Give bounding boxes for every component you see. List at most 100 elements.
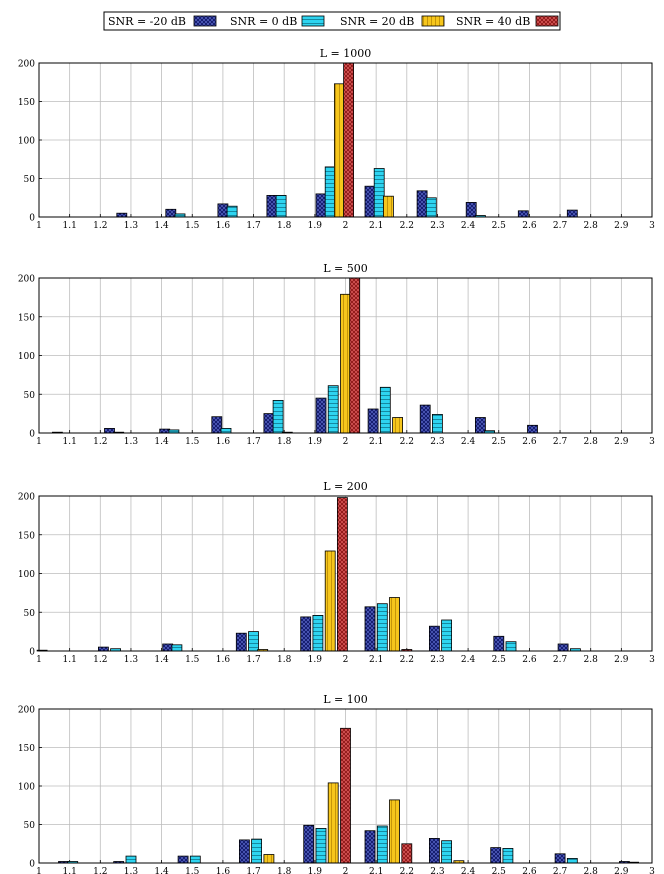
x-tick-label: 1.9 [308, 437, 323, 447]
x-tick-label: 2.4 [461, 867, 476, 874]
x-tick-label: 3 [649, 437, 655, 447]
bar [376, 825, 388, 864]
x-tick-label: 1.6 [216, 221, 231, 231]
x-tick-label: 1.1 [62, 655, 76, 665]
x-tick-label: 2.8 [584, 655, 599, 665]
x-tick-label: 1 [36, 221, 42, 231]
y-tick-label: 150 [18, 313, 35, 323]
x-tick-label: 1.5 [185, 437, 200, 447]
x-tick-label: 2.6 [522, 221, 537, 231]
plot-frame [38, 277, 653, 434]
bar [263, 413, 275, 434]
bar [428, 625, 440, 652]
x-tick-label: 2 [343, 437, 349, 447]
bar [327, 385, 339, 434]
bar [493, 635, 505, 652]
chart-title: L = 500 [323, 262, 368, 275]
bar [428, 838, 440, 864]
x-tick-label: 2.3 [430, 221, 445, 231]
bar [312, 615, 324, 652]
x-tick-label: 1.9 [308, 655, 323, 665]
x-tick-label: 3 [649, 655, 655, 665]
x-tick-label: 2.8 [584, 437, 599, 447]
bar [441, 619, 453, 652]
y-tick-label: 150 [18, 531, 35, 541]
x-tick-label: 2.5 [492, 655, 507, 665]
y-tick-label: 100 [18, 352, 35, 362]
x-tick-label: 2.1 [369, 867, 383, 874]
bar [340, 727, 351, 864]
chart-panel-1: L = 500 1 1.1 1.2 1.3 1.4 1.5 1.6 1.7 1.8 1.9 2 2.1 2… [18, 262, 655, 447]
legend-swatch-2 [421, 15, 445, 27]
bar [490, 847, 502, 864]
bar [165, 208, 177, 218]
x-tick-label: 3 [649, 221, 655, 231]
x-tick-label: 1.1 [62, 437, 76, 447]
x-tick-label: 2.8 [584, 221, 599, 231]
bar [502, 848, 514, 864]
bar [159, 428, 171, 434]
x-tick-label: 1 [36, 867, 42, 874]
legend-label-0: SNR = -20 dB [108, 15, 186, 28]
bar [474, 417, 486, 434]
y-tick-label: 50 [24, 175, 36, 185]
x-tick-label: 2.7 [553, 221, 568, 231]
bar [364, 606, 376, 652]
x-tick-label: 1.4 [154, 437, 169, 447]
bar [566, 858, 578, 864]
x-tick-label: 1 [36, 437, 42, 447]
x-tick-label: 2.4 [461, 221, 476, 231]
bar [416, 190, 428, 218]
legend-label-3: SNR = 40 dB [456, 15, 530, 28]
bar [211, 416, 223, 434]
x-tick-label: 2.3 [430, 867, 445, 874]
bar [162, 643, 174, 652]
y-tick-label: 100 [18, 137, 35, 147]
bar [389, 597, 400, 652]
bar [315, 193, 327, 218]
x-tick-label: 2.2 [400, 867, 414, 874]
y-tick-label: 0 [29, 214, 35, 224]
bar [364, 830, 376, 864]
x-tick-label: 1.9 [308, 221, 323, 231]
bar [327, 782, 339, 864]
bar [226, 205, 238, 218]
x-tick-label: 1.8 [277, 867, 292, 874]
x-tick-label: 1.1 [62, 867, 76, 874]
bar [336, 497, 348, 652]
x-tick-label: 1.6 [216, 655, 231, 665]
chart-title: L = 100 [323, 693, 368, 706]
legend-label-2: SNR = 20 dB [340, 15, 414, 28]
x-tick-label: 1.5 [185, 867, 200, 874]
x-tick-label: 2.5 [492, 221, 507, 231]
x-tick-label: 1.2 [93, 655, 107, 665]
x-tick-label: 2.5 [492, 437, 507, 447]
x-tick-label: 2.4 [461, 437, 476, 447]
bar [116, 212, 128, 218]
chart-panel-0: L = 1000 1 1.1 1.2 1.3 1.4 1.5 1.6 1.7 1.8 1.9 2 2.1… [18, 47, 655, 231]
bar [557, 643, 569, 652]
x-tick-label: 1.4 [154, 655, 169, 665]
x-tick-label: 2.9 [614, 221, 629, 231]
bar [251, 838, 263, 864]
y-tick-label: 200 [18, 493, 35, 503]
bar [315, 828, 327, 864]
legend-swatch-3 [535, 15, 559, 27]
plot-frame [38, 708, 653, 864]
y-tick-label: 200 [18, 706, 35, 716]
bar [349, 277, 361, 434]
chart-title: L = 1000 [320, 47, 372, 60]
x-tick-label: 2.1 [369, 655, 383, 665]
x-tick-label: 1.6 [216, 437, 231, 447]
x-tick-label: 2.9 [614, 867, 629, 874]
x-tick-label: 1.5 [185, 221, 200, 231]
x-tick-label: 2.7 [553, 437, 568, 447]
bar [364, 185, 376, 218]
x-tick-label: 1.7 [246, 867, 261, 874]
x-tick-label: 1.1 [62, 221, 76, 231]
y-tick-label: 0 [29, 430, 35, 440]
x-tick-label: 2.6 [522, 655, 537, 665]
bar [275, 194, 287, 218]
plot-frame [38, 62, 653, 218]
